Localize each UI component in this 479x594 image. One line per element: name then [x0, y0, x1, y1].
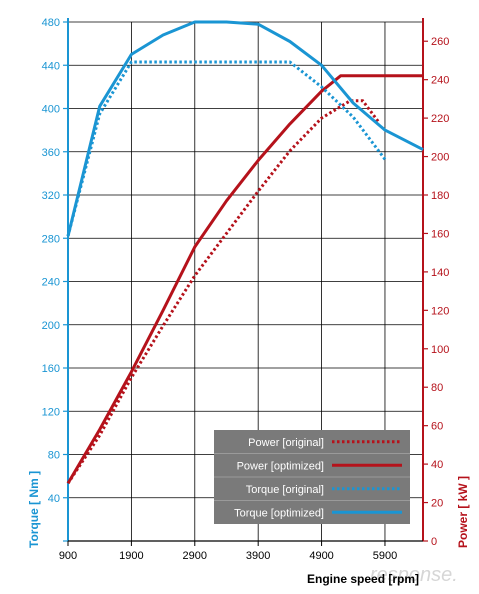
series-torque-optimized: [66, 20, 424, 237]
y-right-tick-label: 240: [431, 75, 449, 87]
legend: Power [original] Power [optimized] Torque …: [214, 430, 410, 524]
x-tick-label: 900: [59, 550, 77, 562]
y-left-tick-label: 400: [42, 104, 60, 116]
y-left-tick-label: 240: [42, 277, 60, 289]
y-right-tick-label: 160: [431, 228, 449, 240]
y-left-tick-label: 360: [42, 147, 60, 159]
series-power-original: [66, 99, 380, 485]
y-right-tick-label: 180: [431, 190, 449, 202]
tick-labels: 40 80 120 160 200 240 280 320 360 400 440 480 0 20 40 6…: [42, 17, 450, 562]
legend-label: Torque [optimized]: [234, 507, 324, 519]
series-torque-original: [66, 60, 387, 237]
series-power-optimized: [66, 74, 423, 485]
y-left-tick-label: 480: [42, 17, 60, 29]
y-right-tick-label: 140: [431, 267, 449, 279]
y-right-tick-label: 80: [431, 382, 443, 394]
x-tick-label: 5900: [373, 550, 397, 562]
legend-label: Power [optimized]: [237, 460, 324, 472]
watermark: response.: [370, 564, 458, 586]
y-right-tick-label: 20: [431, 498, 443, 510]
y-right-tick-label: 220: [431, 113, 449, 125]
y-left-tick-label: 200: [42, 320, 60, 332]
y-left-tick-label: 320: [42, 190, 60, 202]
y-right-tick-label: 0: [431, 536, 437, 548]
y-right-tick-label: 120: [431, 305, 449, 317]
data-series: [66, 20, 424, 485]
y-axis-left-title: Torque [ Nm ]: [27, 471, 41, 548]
y-right-tick-label: 40: [431, 459, 443, 471]
axes: [67, 18, 424, 542]
x-tick-label: 2900: [183, 550, 207, 562]
x-axis-title: Engine speed [rpm]: [307, 572, 419, 586]
y-right-tick-label: 200: [431, 152, 449, 164]
y-left-tick-label: 160: [42, 363, 60, 375]
y-right-tick-label: 100: [431, 344, 449, 356]
y-right-tick-label: 260: [431, 36, 449, 48]
x-tick-label: 3900: [246, 550, 270, 562]
y-left-tick-label: 80: [48, 450, 60, 462]
y-left-tick-label: 40: [48, 493, 60, 505]
x-tick-label: 1900: [119, 550, 143, 562]
y-left-tick-label: 440: [42, 60, 60, 72]
y-left-tick-label: 120: [42, 406, 60, 418]
y-axis-right-title: Power [ kW ]: [456, 476, 470, 548]
legend-label: Torque [original]: [246, 484, 324, 496]
x-tick-label: 4900: [309, 550, 333, 562]
y-left-tick-label: 280: [42, 233, 60, 245]
y-right-tick-label: 60: [431, 421, 443, 433]
legend-label: Power [original]: [248, 437, 324, 449]
